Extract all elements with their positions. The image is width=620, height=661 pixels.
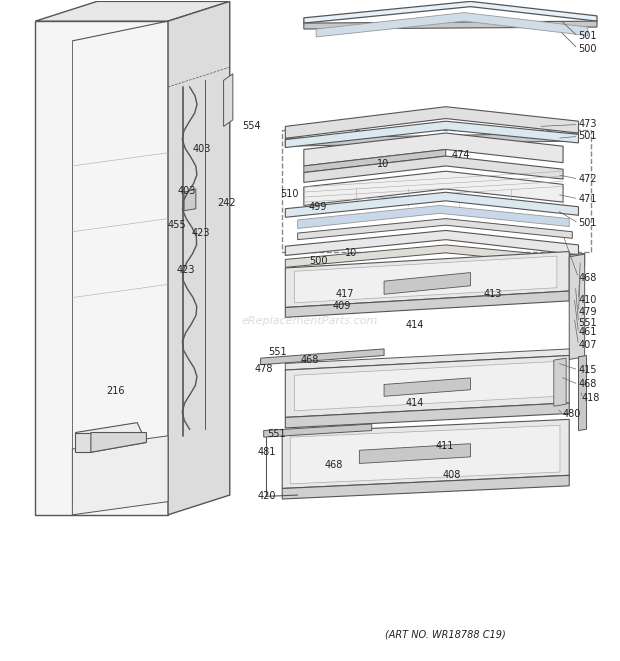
Polygon shape xyxy=(290,425,560,484)
Text: 499: 499 xyxy=(309,202,327,212)
Text: 468: 468 xyxy=(324,460,343,470)
Text: 414: 414 xyxy=(405,398,424,408)
Text: 472: 472 xyxy=(578,174,597,184)
Text: 10: 10 xyxy=(377,159,389,169)
Polygon shape xyxy=(282,419,569,488)
Polygon shape xyxy=(285,121,578,147)
Text: 481: 481 xyxy=(257,447,276,457)
Polygon shape xyxy=(569,253,585,267)
Text: 478: 478 xyxy=(254,364,273,373)
Polygon shape xyxy=(285,245,582,267)
Polygon shape xyxy=(304,21,597,29)
Text: 216: 216 xyxy=(106,386,125,396)
Text: 411: 411 xyxy=(435,441,454,451)
Polygon shape xyxy=(298,206,569,229)
Polygon shape xyxy=(282,475,569,499)
Polygon shape xyxy=(304,171,563,206)
Text: 414: 414 xyxy=(405,320,424,330)
Polygon shape xyxy=(285,349,569,370)
Polygon shape xyxy=(569,254,585,360)
Text: 423: 423 xyxy=(192,228,210,238)
Polygon shape xyxy=(384,272,471,294)
Polygon shape xyxy=(76,422,146,452)
Polygon shape xyxy=(294,362,557,410)
Text: eReplacementParts.com: eReplacementParts.com xyxy=(242,315,378,326)
Text: 551: 551 xyxy=(578,317,597,328)
Polygon shape xyxy=(304,133,563,166)
Polygon shape xyxy=(304,149,446,173)
Text: 417: 417 xyxy=(336,290,355,299)
Text: 407: 407 xyxy=(578,340,597,350)
Polygon shape xyxy=(304,1,597,23)
Polygon shape xyxy=(554,358,566,407)
Text: 500: 500 xyxy=(578,44,597,54)
Polygon shape xyxy=(35,1,230,21)
Text: 423: 423 xyxy=(176,265,195,275)
Polygon shape xyxy=(285,192,578,217)
Polygon shape xyxy=(285,133,578,146)
Polygon shape xyxy=(224,74,233,126)
Text: 468: 468 xyxy=(578,379,597,389)
Polygon shape xyxy=(76,432,91,452)
Text: 501: 501 xyxy=(578,132,597,141)
Text: 468: 468 xyxy=(300,355,319,365)
Polygon shape xyxy=(578,356,587,430)
Polygon shape xyxy=(304,156,563,182)
Polygon shape xyxy=(184,189,196,211)
Text: 242: 242 xyxy=(218,198,236,208)
Polygon shape xyxy=(264,424,372,437)
Text: 551: 551 xyxy=(268,347,286,357)
Text: 461: 461 xyxy=(578,327,597,338)
Polygon shape xyxy=(168,1,230,515)
Polygon shape xyxy=(91,432,146,452)
Polygon shape xyxy=(316,13,588,37)
Polygon shape xyxy=(260,349,384,365)
Text: 410: 410 xyxy=(578,295,597,305)
Text: 468: 468 xyxy=(578,273,597,283)
Text: 500: 500 xyxy=(309,256,327,266)
Text: 501: 501 xyxy=(578,218,597,228)
Polygon shape xyxy=(285,106,578,138)
Text: 479: 479 xyxy=(578,307,597,317)
Polygon shape xyxy=(384,378,471,397)
Polygon shape xyxy=(285,403,569,428)
Polygon shape xyxy=(285,231,578,255)
Text: 480: 480 xyxy=(563,409,582,419)
Polygon shape xyxy=(35,21,168,515)
Polygon shape xyxy=(294,256,557,303)
Polygon shape xyxy=(285,291,569,317)
Text: 415: 415 xyxy=(578,365,597,375)
Polygon shape xyxy=(360,444,471,463)
Text: 420: 420 xyxy=(257,490,276,501)
Polygon shape xyxy=(285,356,569,417)
Text: 554: 554 xyxy=(242,122,261,132)
Text: 510: 510 xyxy=(280,189,299,199)
Text: 413: 413 xyxy=(484,290,502,299)
Polygon shape xyxy=(298,219,572,240)
Polygon shape xyxy=(285,252,569,307)
Text: 408: 408 xyxy=(443,471,461,481)
Text: 551: 551 xyxy=(267,430,285,440)
Polygon shape xyxy=(73,436,168,515)
Text: 403: 403 xyxy=(193,145,211,155)
Text: 10: 10 xyxy=(345,248,358,258)
Text: 473: 473 xyxy=(578,120,597,130)
Text: 455: 455 xyxy=(168,220,187,230)
Text: 474: 474 xyxy=(452,151,471,161)
Text: 403: 403 xyxy=(177,186,196,196)
Text: 471: 471 xyxy=(578,194,597,204)
Text: 418: 418 xyxy=(582,393,600,403)
Text: 409: 409 xyxy=(332,301,350,311)
Text: 501: 501 xyxy=(578,31,597,41)
Text: (ART NO. WR18788 C19): (ART NO. WR18788 C19) xyxy=(386,629,506,640)
